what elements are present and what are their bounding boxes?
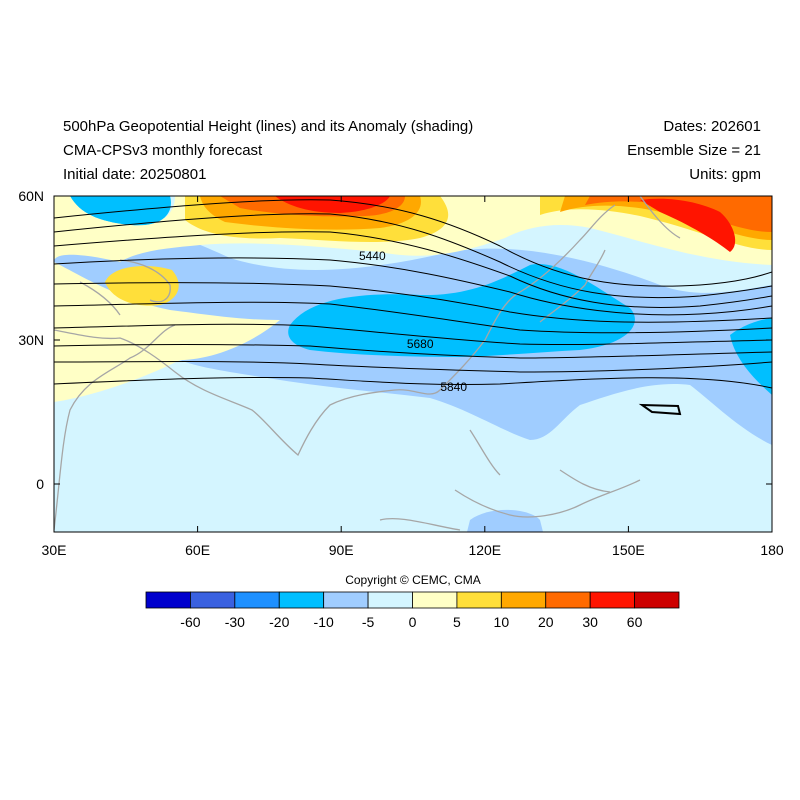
colorbar-swatch [412, 591, 458, 609]
colorbar-swatch [145, 591, 191, 609]
copyright-notice: Copyright © CEMC, CMA [345, 573, 481, 587]
colorbar-swatch [589, 591, 635, 609]
lon-tick-label: 150E [612, 542, 645, 558]
forecast-dates: Dates: 202601 [663, 118, 761, 135]
lon-tick-label: 180 [760, 542, 784, 558]
colorbar-swatch [323, 591, 369, 609]
colorbar-swatch [500, 591, 547, 609]
lon-tick-label: 90E [329, 542, 354, 558]
colorbar-swatch [234, 591, 280, 609]
colorbar-label: -60 [180, 614, 200, 630]
map-frame [53, 195, 773, 533]
colorbar-swatch [367, 591, 413, 609]
initial-date: Initial date: 20250801 [63, 166, 207, 183]
coastlines [54, 196, 681, 531]
colorbar-label: -5 [362, 614, 375, 630]
anomaly-shading [54, 196, 772, 532]
colorbar-label: 0 [409, 614, 417, 630]
colorbar-label: 30 [582, 614, 598, 630]
ensemble-size: Ensemble Size = 21 [627, 142, 761, 159]
lat-tick-label: 60N [18, 188, 44, 204]
colorbar-label: -20 [269, 614, 289, 630]
lat-tick-label: 0 [36, 476, 44, 492]
contour-labels: 5440 5680 5840 [359, 249, 467, 394]
map-title: 500hPa Geopotential Height (lines) and i… [63, 118, 474, 135]
contour-label: 5440 [359, 249, 386, 263]
colorbar-swatch [278, 591, 325, 609]
colorbar: -60 -30 -20 -10 -5 0 5 10 20 30 60 [145, 591, 680, 630]
colorbar-label: 60 [627, 614, 643, 630]
lat-tick-label: 30N [18, 332, 44, 348]
lon-tick-label: 120E [468, 542, 501, 558]
colorbar-swatch [456, 591, 502, 609]
colorbar-label: 10 [494, 614, 510, 630]
lon-tick-label: 60E [185, 542, 210, 558]
units-label: Units: gpm [689, 166, 761, 183]
lon-tick-label: 30E [42, 542, 67, 558]
colorbar-swatch [634, 591, 680, 609]
colorbar-label: -10 [314, 614, 334, 630]
colorbar-label: 20 [538, 614, 554, 630]
longitude-axis: 30E 60E 90E 120E 150E 180 [42, 196, 784, 558]
latitude-axis: 60N 30N 0 [18, 188, 772, 492]
contour-label: 5840 [440, 380, 467, 394]
colorbar-label: -30 [225, 614, 245, 630]
model-name: CMA-CPSv3 monthly forecast [63, 142, 263, 159]
colorbar-swatch [545, 591, 591, 609]
contour-label: 5680 [407, 337, 434, 351]
height-contours [54, 199, 772, 416]
colorbar-label: 5 [453, 614, 461, 630]
colorbar-swatch [190, 591, 236, 609]
